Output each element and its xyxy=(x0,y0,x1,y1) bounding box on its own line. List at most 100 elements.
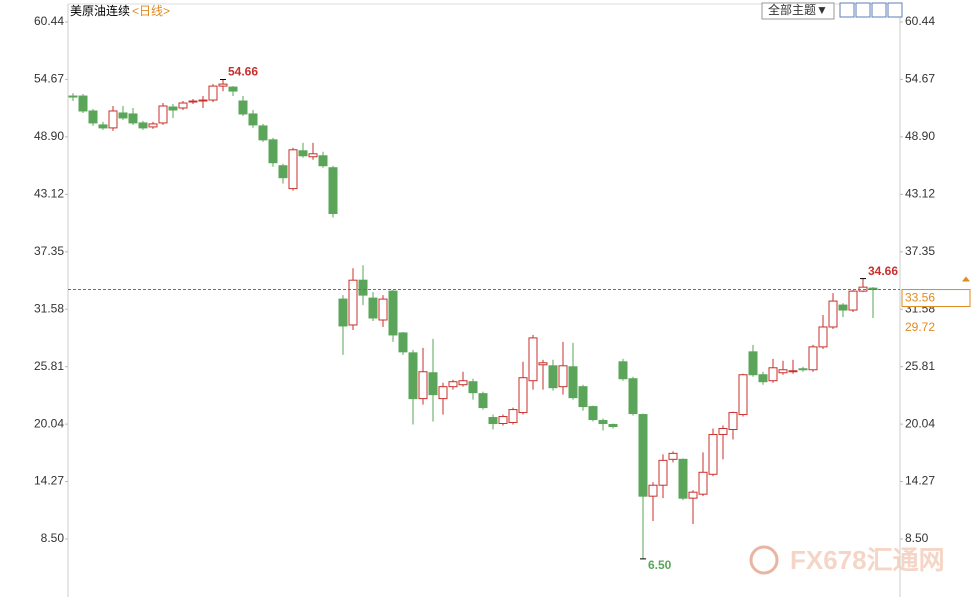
candle-body xyxy=(248,113,258,126)
annotation-label: 54.66 xyxy=(228,65,258,79)
y2-tick-label: 25.81 xyxy=(905,359,935,373)
candle-body xyxy=(108,110,118,129)
candle-body xyxy=(78,95,88,112)
candle-body xyxy=(528,337,538,382)
candle-body xyxy=(348,279,358,326)
y2-tick-label: 43.12 xyxy=(905,187,935,201)
y2-tick-label: 54.67 xyxy=(905,72,935,86)
zoom-button[interactable] xyxy=(839,2,855,18)
y2-tick-label: 48.90 xyxy=(905,129,935,143)
y-tick-label: 25.81 xyxy=(34,359,64,373)
candle-body xyxy=(238,100,248,115)
theme-button[interactable] xyxy=(761,2,835,20)
chart-subtitle: <日线> xyxy=(132,4,170,18)
y2-tick-label: 20.04 xyxy=(905,416,935,430)
candle-body xyxy=(98,124,108,129)
candle-body xyxy=(188,100,198,103)
y-tick-label: 54.67 xyxy=(34,72,64,86)
candle-body xyxy=(318,155,328,167)
candle-body xyxy=(198,99,208,102)
last-price-box xyxy=(901,289,971,308)
candle-body xyxy=(778,369,788,374)
candle-body xyxy=(828,300,838,328)
candle-body xyxy=(538,362,548,366)
y2-tick-label: 37.35 xyxy=(905,244,935,258)
candle-body xyxy=(298,150,308,157)
candle-body xyxy=(758,374,768,383)
candle-body xyxy=(788,370,798,373)
y-tick-label: 14.27 xyxy=(34,474,64,488)
y-tick-label: 48.90 xyxy=(34,129,64,143)
candle-body xyxy=(848,290,858,311)
y-tick-label: 37.35 xyxy=(34,244,64,258)
y2-tick-label: 60.44 xyxy=(905,14,935,28)
end-button[interactable] xyxy=(887,2,903,18)
candle-body xyxy=(648,484,658,497)
candle-body xyxy=(748,351,758,376)
candle-body xyxy=(688,491,698,499)
annotation-label: 6.50 xyxy=(648,558,672,572)
candle-body xyxy=(658,459,668,486)
candle-body xyxy=(708,433,718,475)
candle-body xyxy=(328,167,338,214)
candle-body xyxy=(148,123,158,128)
candle-body xyxy=(678,458,688,499)
play-button[interactable] xyxy=(871,2,887,18)
candle-body xyxy=(428,372,438,396)
candle-body xyxy=(138,122,148,129)
candle-body xyxy=(728,412,738,430)
candle-body xyxy=(398,332,408,353)
candle-body xyxy=(358,279,368,296)
candle-body xyxy=(808,346,818,371)
candle-body xyxy=(178,102,188,109)
candle-body xyxy=(618,361,628,380)
candle-body xyxy=(308,153,318,158)
y2-tick-label: 8.50 xyxy=(905,531,929,545)
candle-body xyxy=(448,381,458,388)
candle-body xyxy=(738,374,748,416)
candle-body xyxy=(118,112,128,119)
candle-body xyxy=(568,366,578,399)
candle-body xyxy=(558,365,568,388)
candle-body xyxy=(268,139,278,164)
candle-body xyxy=(548,365,558,389)
candle-body xyxy=(498,416,508,425)
candle-body xyxy=(378,298,388,321)
candle-body xyxy=(288,149,298,190)
candle-body xyxy=(818,326,828,348)
candle-body xyxy=(668,452,678,460)
y-tick-label: 8.50 xyxy=(41,531,65,545)
candle-body xyxy=(578,386,588,408)
candle-body xyxy=(588,406,598,421)
candle-body xyxy=(368,297,378,319)
candle-body xyxy=(228,86,238,92)
ref-price-label: 29.72 xyxy=(905,320,935,334)
candle-body xyxy=(438,386,448,400)
y2-tick-label: 14.27 xyxy=(905,474,935,488)
candle-body xyxy=(158,105,168,124)
chart-title: 美原油连续 xyxy=(70,3,130,18)
candle-body xyxy=(418,371,428,400)
shrink-button[interactable] xyxy=(855,2,871,18)
candle-body xyxy=(518,377,528,414)
candle-body xyxy=(218,83,228,87)
candle-body xyxy=(408,352,418,400)
candle-body xyxy=(508,409,518,424)
candle-body xyxy=(798,368,808,371)
candle-body xyxy=(128,113,138,124)
candle-body xyxy=(388,290,398,336)
candle-body xyxy=(638,414,648,497)
y-tick-label: 31.58 xyxy=(34,301,64,315)
candle-body xyxy=(488,417,498,425)
candle-body xyxy=(338,298,348,327)
candle-body xyxy=(68,95,78,98)
last-price-label: 33.56 xyxy=(905,291,935,305)
candle-body xyxy=(718,427,728,435)
y-tick-label: 60.44 xyxy=(34,14,64,28)
y-tick-label: 43.12 xyxy=(34,187,64,201)
y-tick-label: 20.04 xyxy=(34,416,64,430)
watermark: FX678汇通网 xyxy=(790,545,945,575)
candle-body xyxy=(208,85,218,101)
